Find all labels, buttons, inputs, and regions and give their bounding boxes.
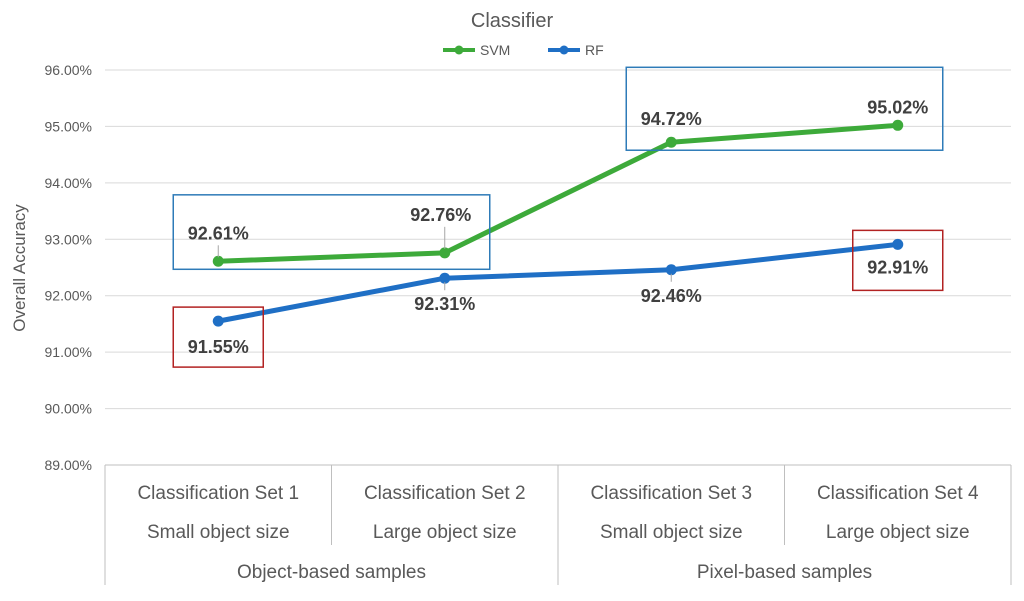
rf-point — [212, 315, 224, 327]
legend-label-rf: RF — [585, 42, 604, 58]
highlight-box — [172, 306, 264, 368]
svm-data-label: 94.72% — [641, 109, 702, 129]
highlight-box — [172, 194, 491, 271]
gridlines — [105, 69, 1011, 410]
series-lines — [212, 119, 904, 327]
chart-title: Classifier — [471, 10, 554, 32]
rf-data-label: 92.91% — [867, 257, 928, 277]
svm-point — [892, 119, 904, 131]
group-label: Pixel-based samples — [697, 562, 872, 583]
svm-point — [439, 247, 451, 259]
svm-point — [665, 136, 677, 148]
y-tick-label: 90.00% — [45, 401, 92, 417]
y-tick-label: 94.00% — [45, 175, 92, 191]
rf-data-label: 91.55% — [188, 337, 249, 357]
y-tick-label: 96.00% — [45, 62, 92, 78]
category-axis: Classification Set 1 Small object size Cla… — [104, 464, 1012, 585]
svm-line — [215, 122, 901, 264]
group-label: Object-based samples — [237, 562, 426, 583]
y-tick-label: 91.00% — [45, 344, 92, 360]
svm-data-label: 92.61% — [188, 223, 249, 243]
highlight-box — [852, 229, 944, 292]
y-axis-ticks: 89.00% 90.00% 91.00% 92.00% 93.00% 94.00% 95.0… — [45, 62, 92, 473]
category-size-label: Small object size — [147, 522, 290, 543]
category-set-label: Classification Set 2 — [364, 483, 526, 504]
category-size-label: Large object size — [826, 522, 970, 543]
category-size-label: Small object size — [600, 522, 743, 543]
category-set-label: Classification Set 3 — [590, 483, 752, 504]
rf-point — [665, 264, 677, 276]
category-size-label: Large object size — [373, 522, 517, 543]
legend-label-svm: SVM — [480, 42, 510, 58]
svm-point — [212, 255, 224, 267]
y-axis-label: Overall Accuracy — [10, 204, 29, 332]
rf-point — [439, 272, 451, 284]
data-labels: 92.61% 92.76% 94.72% 95.02% 91.55% 92.31% 92.4… — [188, 97, 929, 357]
category-set-label: Classification Set 4 — [817, 483, 979, 504]
rf-point — [892, 238, 904, 250]
y-tick-label: 89.00% — [45, 457, 92, 473]
rf-data-label: 92.46% — [641, 286, 702, 306]
highlight-boxes — [172, 66, 944, 368]
legend-marker-svm — [454, 45, 464, 55]
rf-data-label: 92.31% — [414, 294, 475, 314]
rf-line — [215, 241, 901, 324]
legend: SVM RF — [443, 42, 604, 58]
legend-marker-rf — [559, 45, 569, 55]
svm-data-label: 95.02% — [867, 97, 928, 117]
y-tick-label: 92.00% — [45, 288, 92, 304]
y-tick-label: 93.00% — [45, 231, 92, 247]
y-tick-label: 95.00% — [45, 118, 92, 134]
highlight-box — [625, 66, 944, 151]
svm-data-label: 92.76% — [410, 205, 471, 225]
category-set-label: Classification Set 1 — [137, 483, 299, 504]
